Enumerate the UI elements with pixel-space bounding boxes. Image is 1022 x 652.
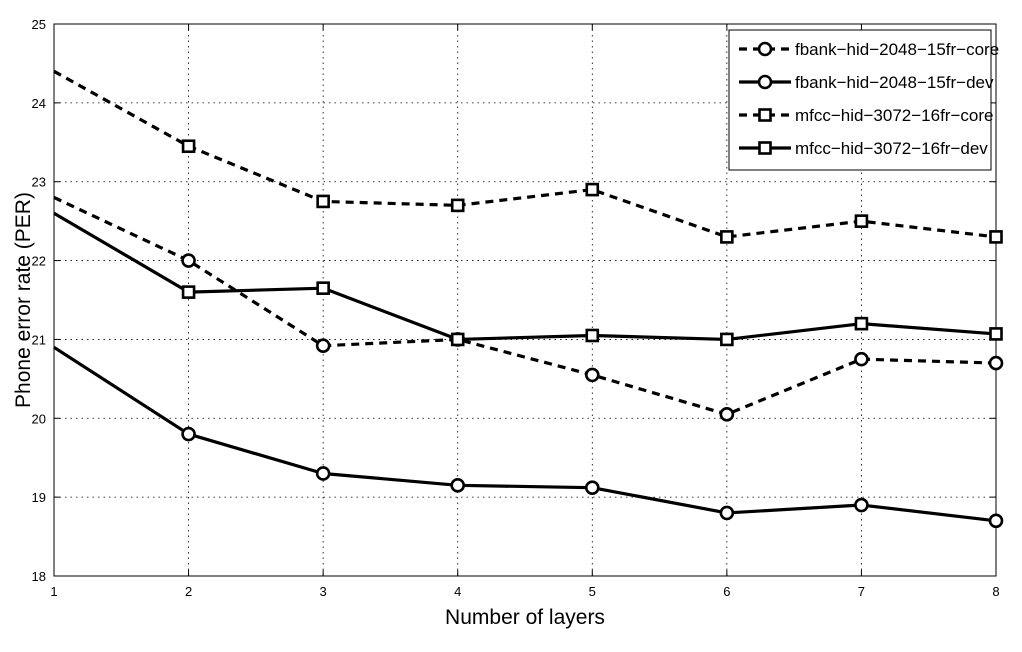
data-point bbox=[315, 338, 331, 354]
y-tick-label: 19 bbox=[32, 490, 46, 505]
data-point bbox=[450, 332, 465, 347]
data-point bbox=[181, 426, 196, 442]
data-point bbox=[584, 480, 600, 495]
data-point bbox=[854, 351, 869, 367]
series-line bbox=[53, 345, 997, 523]
x-axis-label: Number of layers bbox=[445, 606, 605, 629]
x-tick-label: 6 bbox=[723, 584, 730, 599]
data-point bbox=[854, 214, 869, 228]
data-point bbox=[988, 513, 1004, 529]
data-point bbox=[585, 182, 600, 197]
series-line bbox=[53, 196, 997, 416]
y-tick-label: 25 bbox=[32, 17, 46, 32]
legend-item: mfcc−hid−3072−16fr−dev bbox=[739, 139, 988, 158]
legend-label: fbank−hid−2048−15fr−dev bbox=[795, 73, 994, 92]
series-2 bbox=[53, 69, 1003, 244]
data-point bbox=[316, 194, 330, 209]
series-1 bbox=[53, 345, 1004, 529]
legend-item: fbank−hid−2048−15fr−dev bbox=[739, 73, 994, 92]
series-3 bbox=[53, 211, 1003, 347]
plot-frame bbox=[53, 23, 997, 577]
y-tick-label: 21 bbox=[32, 332, 46, 347]
series-line bbox=[53, 211, 997, 342]
y-tick-label: 18 bbox=[32, 569, 46, 584]
grid-lines bbox=[54, 24, 996, 576]
y-tick-label: 24 bbox=[32, 96, 46, 111]
x-tick-label: 1 bbox=[50, 584, 57, 599]
data-point bbox=[181, 139, 196, 154]
data-point bbox=[450, 198, 465, 213]
legend-label: mfcc−hid−3072−16fr−dev bbox=[795, 139, 988, 158]
data-point bbox=[719, 407, 735, 422]
data-point bbox=[584, 367, 600, 383]
data-point bbox=[989, 230, 1003, 244]
legend-marker bbox=[757, 41, 773, 57]
data-point bbox=[720, 230, 734, 244]
x-tick-label: 7 bbox=[858, 584, 865, 599]
x-tick-label: 2 bbox=[185, 584, 192, 599]
legend-marker bbox=[758, 141, 772, 155]
x-tick-label: 4 bbox=[454, 584, 461, 599]
data-point bbox=[854, 497, 869, 513]
y-tick-label: 20 bbox=[32, 411, 46, 426]
data-point bbox=[585, 328, 600, 343]
legend-item: fbank−hid−2048−15fr−core bbox=[739, 40, 999, 59]
y-tick-label: 23 bbox=[32, 175, 46, 190]
data-point bbox=[989, 327, 1003, 341]
data-point bbox=[316, 281, 330, 295]
data-series bbox=[53, 69, 1004, 529]
data-point bbox=[854, 316, 869, 331]
x-tick-label: 8 bbox=[992, 584, 999, 599]
data-point bbox=[988, 355, 1004, 371]
y-tick-label: 22 bbox=[32, 254, 46, 269]
legend: fbank−hid−2048−15fr−core fbank−hid−2048−1… bbox=[728, 29, 999, 171]
legend-item: mfcc−hid−3072−16fr−core bbox=[739, 106, 993, 125]
x-tick-label: 5 bbox=[589, 584, 596, 599]
legend-label: fbank−hid−2048−15fr−core bbox=[795, 40, 999, 59]
y-axis-label: Phone error rate (PER) bbox=[12, 192, 35, 408]
data-point bbox=[315, 466, 331, 481]
legend-marker bbox=[757, 74, 773, 90]
data-point bbox=[181, 253, 196, 268]
data-point bbox=[181, 285, 196, 299]
legend-label: mfcc−hid−3072−16fr−core bbox=[795, 106, 993, 125]
legend-marker bbox=[758, 108, 772, 122]
data-point bbox=[720, 332, 734, 347]
x-tick-label: 3 bbox=[320, 584, 327, 599]
data-point bbox=[719, 505, 735, 521]
data-point bbox=[450, 478, 466, 493]
